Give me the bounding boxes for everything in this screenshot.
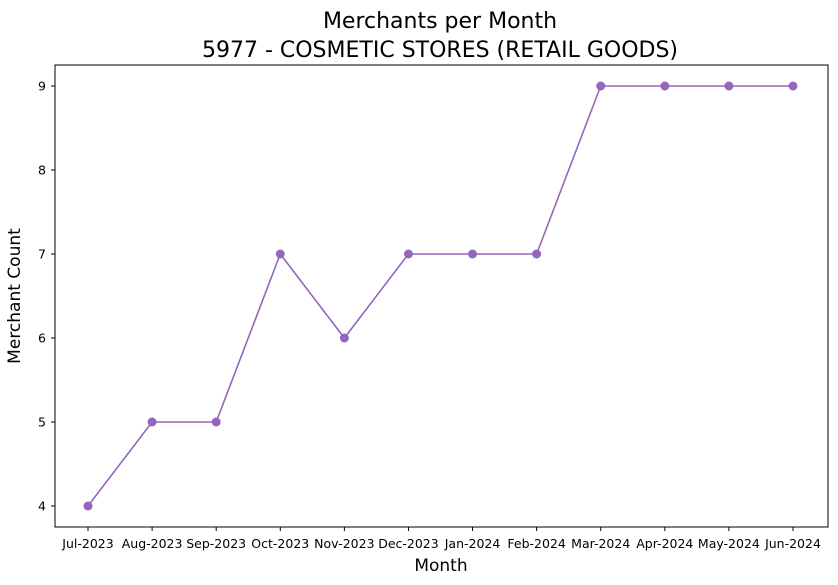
- series-line: [87, 85, 793, 507]
- x-tick-label: Feb-2024: [507, 536, 566, 551]
- x-tick-label: Jun-2024: [764, 536, 821, 551]
- y-tick-label: 5: [38, 415, 46, 430]
- data-point: [468, 249, 478, 259]
- data-point: [403, 249, 413, 259]
- x-tick-label: Dec-2023: [378, 536, 439, 551]
- y-axis: 4 5 6 7 8 9: [38, 79, 55, 514]
- data-point: [724, 81, 734, 91]
- data-point: [532, 249, 542, 259]
- x-tick-label: Oct-2023: [251, 536, 309, 551]
- x-axis: Jul-2023 Aug-2023 Sep-2023 Oct-2023 Nov-2023…: [61, 527, 821, 551]
- data-point: [788, 81, 798, 91]
- x-tick-label: Sep-2023: [186, 536, 246, 551]
- x-tick-label: Jul-2023: [61, 536, 113, 551]
- data-point: [275, 249, 285, 259]
- data-point: [211, 417, 221, 427]
- chart-title-line2: 5977 - COSMETIC STORES (RETAIL GOODS): [202, 38, 678, 63]
- x-axis-label: Month: [414, 556, 467, 576]
- y-tick-label: 9: [38, 79, 46, 94]
- y-tick-label: 8: [38, 163, 46, 178]
- data-point: [147, 417, 157, 427]
- data-point: [596, 81, 606, 91]
- x-tick-label: Apr-2024: [636, 536, 693, 551]
- x-tick-label: Nov-2023: [314, 536, 374, 551]
- data-point: [660, 81, 670, 91]
- chart-title-line1: Merchants per Month: [323, 9, 557, 34]
- x-tick-label: Aug-2023: [122, 536, 183, 551]
- y-tick-label: 7: [38, 247, 46, 262]
- x-tick-label: Jan-2024: [444, 536, 501, 551]
- plot-area-frame: [54, 64, 829, 528]
- y-tick-label: 6: [38, 331, 46, 346]
- x-tick-label: May-2024: [698, 536, 760, 551]
- series-markers: [83, 81, 798, 511]
- y-tick-label: 4: [38, 499, 46, 514]
- y-axis-label: Merchant Count: [5, 228, 25, 364]
- data-point: [83, 501, 93, 511]
- data-point: [339, 333, 349, 343]
- x-tick-label: Mar-2024: [571, 536, 630, 551]
